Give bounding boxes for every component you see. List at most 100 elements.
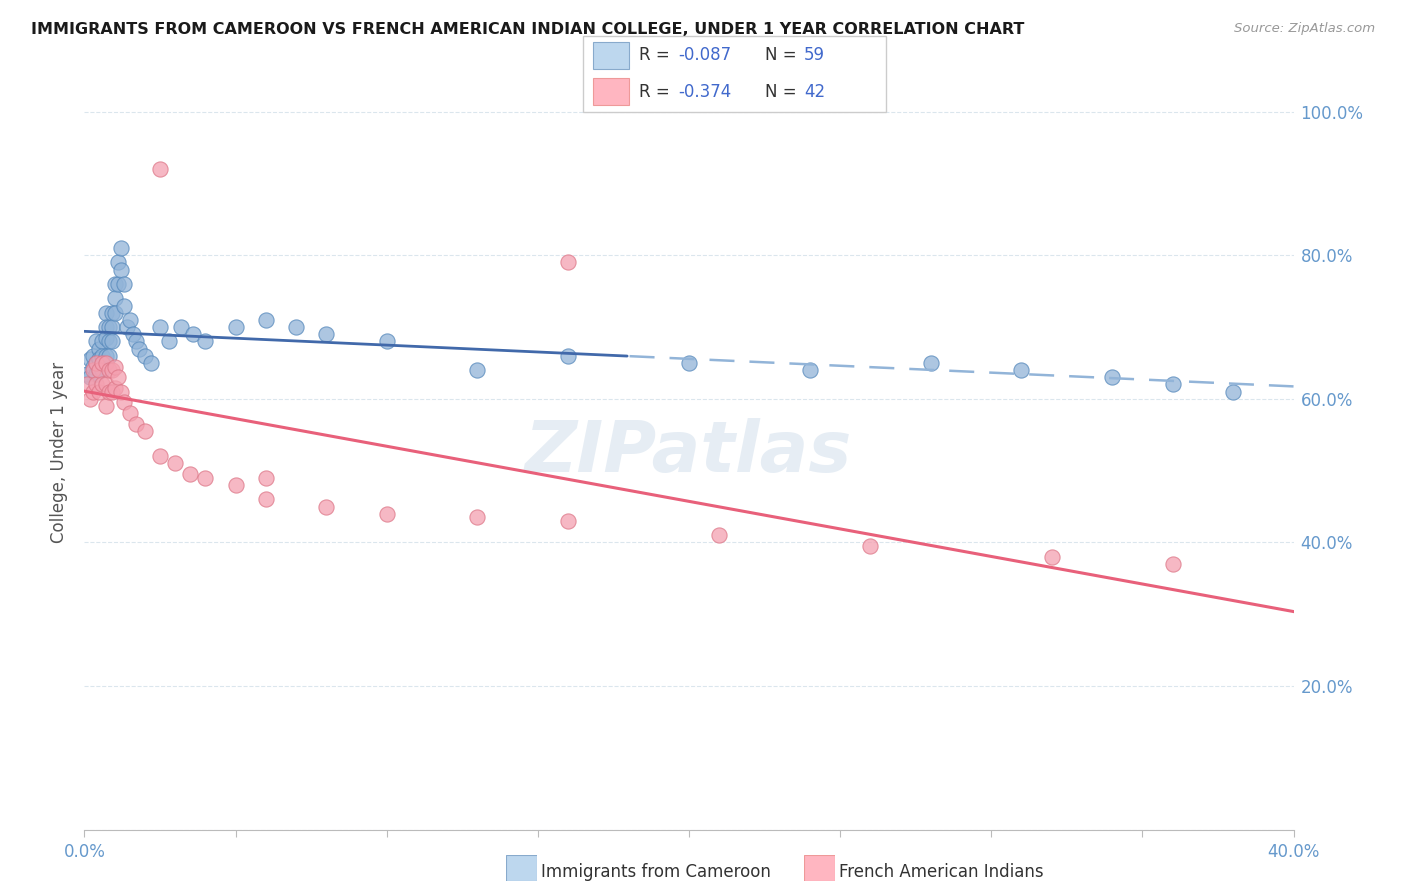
Point xyxy=(86,377,108,392)
Point xyxy=(375,334,398,349)
Point xyxy=(86,356,108,370)
Point xyxy=(678,356,700,370)
Bar xyxy=(592,78,628,105)
Point xyxy=(557,255,579,269)
Point xyxy=(194,471,217,485)
Point xyxy=(139,356,162,370)
Point xyxy=(121,327,143,342)
Point xyxy=(82,349,104,363)
Point xyxy=(181,327,204,342)
Text: -0.087: -0.087 xyxy=(679,46,733,64)
Point xyxy=(165,457,187,471)
Point xyxy=(112,277,135,291)
Text: R =: R = xyxy=(640,46,675,64)
Point xyxy=(709,528,731,542)
Point xyxy=(112,299,135,313)
Point xyxy=(94,399,117,413)
Point xyxy=(79,352,101,367)
Point xyxy=(1161,557,1184,571)
Point xyxy=(86,334,108,349)
Point xyxy=(110,384,132,399)
Point xyxy=(97,363,120,377)
Text: ZIPatlas: ZIPatlas xyxy=(526,418,852,487)
Point xyxy=(100,306,122,320)
Point xyxy=(1011,363,1033,377)
Point xyxy=(89,384,111,399)
Point xyxy=(94,356,117,370)
Point xyxy=(125,334,148,349)
Point xyxy=(107,255,129,269)
Point xyxy=(94,306,117,320)
Text: -0.374: -0.374 xyxy=(679,83,733,101)
Point xyxy=(82,384,104,399)
Point xyxy=(104,291,127,305)
Point xyxy=(91,363,114,377)
Point xyxy=(91,349,114,363)
Point xyxy=(110,241,132,255)
Point xyxy=(157,334,180,349)
Point xyxy=(97,384,120,399)
Point xyxy=(89,363,111,377)
Point xyxy=(557,349,579,363)
Point xyxy=(134,424,156,438)
Point xyxy=(97,320,120,334)
Y-axis label: College, Under 1 year: College, Under 1 year xyxy=(51,362,69,543)
Point xyxy=(79,370,101,384)
Point xyxy=(104,306,127,320)
Point xyxy=(1101,370,1123,384)
Point xyxy=(799,363,821,377)
Point xyxy=(104,277,127,291)
Point xyxy=(100,334,122,349)
Point xyxy=(149,162,172,177)
Point xyxy=(100,384,122,399)
Point xyxy=(94,377,117,392)
Text: N =: N = xyxy=(765,46,801,64)
Point xyxy=(375,507,398,521)
Point xyxy=(79,392,101,406)
Point xyxy=(82,363,104,377)
Point xyxy=(107,277,129,291)
Point xyxy=(315,327,337,342)
Point xyxy=(1040,549,1063,564)
Point xyxy=(557,514,579,528)
Point xyxy=(315,500,337,514)
Point xyxy=(149,450,172,464)
Text: Immigrants from Cameroon: Immigrants from Cameroon xyxy=(541,863,770,881)
Point xyxy=(179,467,201,482)
Point xyxy=(89,352,111,367)
Point xyxy=(91,377,114,392)
Point xyxy=(149,320,172,334)
Point xyxy=(110,262,132,277)
Point xyxy=(91,356,114,370)
Text: N =: N = xyxy=(765,83,801,101)
Bar xyxy=(592,42,628,69)
FancyBboxPatch shape xyxy=(583,36,886,112)
Text: R =: R = xyxy=(640,83,675,101)
Text: 42: 42 xyxy=(804,83,825,101)
Point xyxy=(225,320,247,334)
Point xyxy=(125,417,148,431)
Point xyxy=(285,320,308,334)
Point xyxy=(118,313,141,327)
Point xyxy=(467,363,489,377)
Point xyxy=(115,320,138,334)
Point xyxy=(920,356,942,370)
Text: IMMIGRANTS FROM CAMEROON VS FRENCH AMERICAN INDIAN COLLEGE, UNDER 1 YEAR CORRELA: IMMIGRANTS FROM CAMEROON VS FRENCH AMERI… xyxy=(31,22,1025,37)
Point xyxy=(94,331,117,345)
Point xyxy=(254,471,277,485)
Point xyxy=(1161,377,1184,392)
Point xyxy=(104,359,127,374)
Point xyxy=(86,356,108,370)
Point xyxy=(107,370,129,384)
Point xyxy=(100,320,122,334)
Point xyxy=(118,406,141,420)
Point xyxy=(134,349,156,363)
Point xyxy=(104,381,127,395)
Point xyxy=(254,313,277,327)
Point xyxy=(89,342,111,356)
Point xyxy=(194,334,217,349)
Point xyxy=(89,363,111,377)
Point xyxy=(76,377,98,392)
Point xyxy=(859,539,882,553)
Point xyxy=(97,334,120,349)
